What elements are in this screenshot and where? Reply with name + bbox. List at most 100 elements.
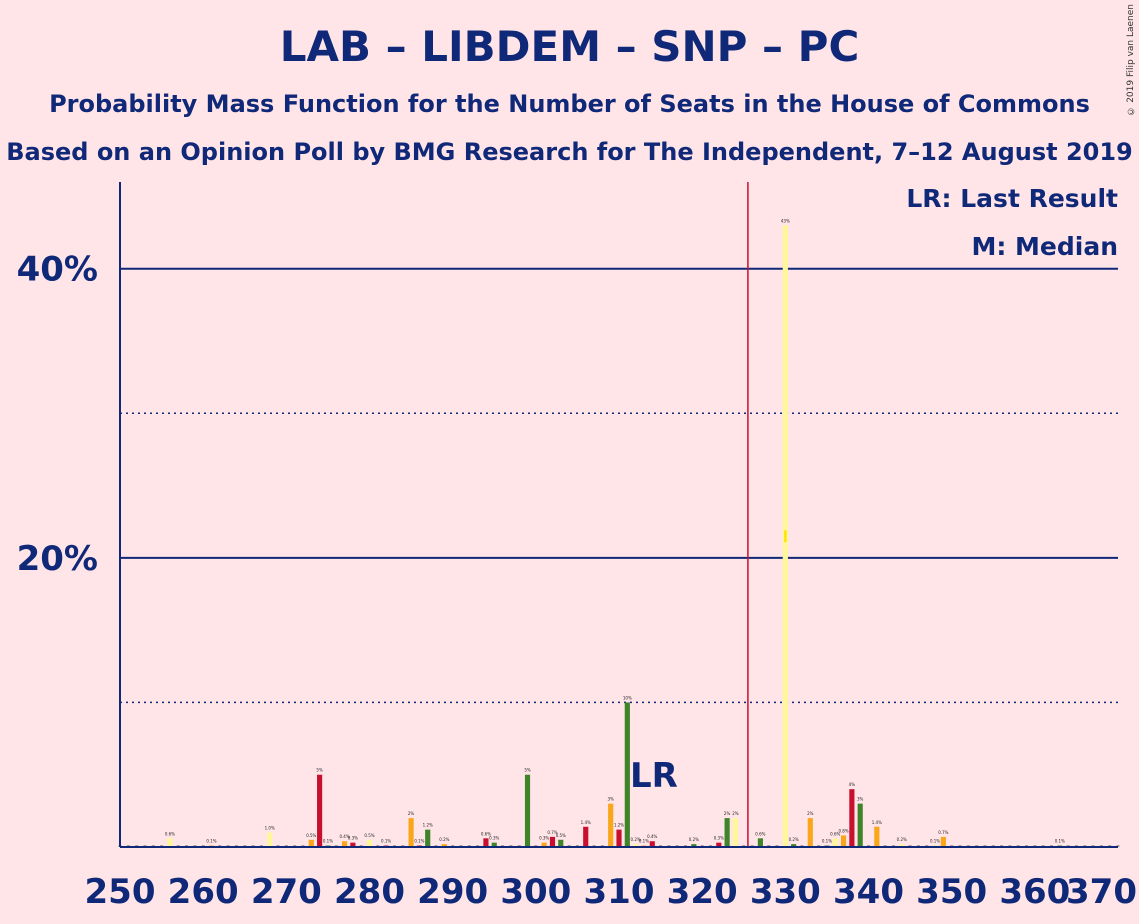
y-tick-label: 20% (17, 539, 98, 579)
bar-label: 0.5% (306, 833, 316, 838)
bar-268 (267, 832, 273, 847)
bar-323 (724, 818, 730, 847)
bar-label: 0.2% (897, 837, 907, 842)
bar-label: 10% (623, 695, 632, 700)
bar-label: 4% (849, 782, 856, 787)
chart-subtitle: Probability Mass Function for the Number… (49, 90, 1090, 118)
x-tick-label: 350 (916, 872, 987, 912)
bar-289 (441, 844, 447, 847)
bar-306 (583, 826, 589, 847)
x-tick-label: 320 (667, 872, 738, 912)
bar-label: 0.6% (830, 831, 840, 836)
bar-274 (317, 774, 323, 847)
bar-label: 1.4% (581, 820, 591, 825)
bar-label: 0.1% (414, 839, 424, 844)
bar-336 (832, 838, 838, 847)
bar-312 (633, 844, 639, 847)
bar-label: 0.4% (339, 834, 349, 839)
bar-label: 0.3% (348, 836, 358, 841)
bar-319 (691, 844, 697, 847)
bar-299 (524, 774, 531, 847)
bar-label: 5% (524, 768, 531, 773)
bar-341 (874, 826, 880, 847)
x-tick-label: 360 (999, 872, 1070, 912)
bar-label: 0.6% (755, 831, 765, 836)
x-tick-label: 290 (417, 872, 488, 912)
bar-label: 0.6% (481, 831, 491, 836)
chart-source: Based on an Opinion Poll by BMG Research… (6, 138, 1133, 166)
bar-337 (840, 835, 847, 847)
x-tick-label: 340 (833, 872, 904, 912)
bar-327 (757, 838, 763, 847)
bar-label: 0.1% (930, 839, 940, 844)
bar-label: 2% (807, 811, 814, 816)
x-tick-label: 280 (334, 872, 405, 912)
bar-294 (483, 838, 489, 847)
bar-label: 0.6% (165, 831, 175, 836)
bar-label: 0.4% (647, 834, 657, 839)
bar-label: 0.8% (838, 828, 848, 833)
x-tick-label: 300 (500, 872, 571, 912)
bar-label: 0.5% (556, 833, 566, 838)
bar-256 (167, 838, 173, 847)
y-tick-label: 40% (17, 250, 98, 290)
bar-309 (608, 803, 614, 847)
x-tick-label: 250 (85, 872, 156, 912)
bar-324 (732, 818, 739, 847)
bar-339 (857, 803, 863, 847)
bar-label: 2% (724, 811, 731, 816)
bar-311 (624, 702, 630, 847)
bar-301 (541, 842, 547, 847)
bar-label: 0.7% (547, 830, 557, 835)
bar-label: 0.3% (489, 836, 499, 841)
bar-label: 0.1% (206, 839, 216, 844)
bar-338 (849, 789, 855, 847)
last-result-label: LR (630, 756, 678, 796)
bar-label: 43% (781, 218, 790, 223)
bar-label: 3% (857, 797, 864, 802)
bar-273 (308, 839, 314, 847)
bar-label: 0.2% (439, 837, 449, 842)
bar-277 (341, 841, 348, 847)
legend-median: M: Median (971, 232, 1118, 261)
x-tick-label: 270 (251, 872, 322, 912)
bar-label: 0.2% (689, 837, 699, 842)
x-tick-label: 370 (1066, 872, 1137, 912)
bar-label: 1.2% (423, 823, 433, 828)
bar-314 (649, 841, 655, 847)
bar-label: 0.2% (789, 837, 799, 842)
bar-label: 3% (608, 797, 615, 802)
bar-331 (791, 844, 797, 847)
bar-344 (899, 844, 905, 847)
bar-278 (350, 842, 356, 847)
bar-349 (940, 836, 946, 847)
bar-333 (807, 818, 813, 847)
bar-label: 0.7% (938, 830, 948, 835)
bar-303 (558, 839, 564, 847)
bar-label: 0.1% (381, 839, 391, 844)
bar-label: 0.1% (323, 839, 333, 844)
x-tick-label: 330 (750, 872, 821, 912)
bar-302 (549, 836, 556, 847)
bar-label: 2% (408, 811, 415, 816)
bar-label: 0.1% (639, 839, 649, 844)
chart-title: LAB – LIBDEM – SNP – PC (279, 22, 860, 71)
bar-label: 5% (316, 768, 323, 773)
bar-label: 0.3% (714, 836, 724, 841)
bar-287 (425, 829, 431, 847)
bar-label: 2% (732, 811, 739, 816)
x-tick-label: 260 (168, 872, 239, 912)
bar-label: 0.1% (1055, 839, 1065, 844)
bar-label: 0.2% (631, 837, 641, 842)
bar-310 (616, 829, 622, 847)
bar-label: 1.0% (265, 826, 275, 831)
bar-label: 1.2% (614, 823, 624, 828)
bar-label: 0.1% (822, 839, 832, 844)
bar-285 (408, 818, 414, 847)
bar-322 (716, 842, 722, 847)
bar-280 (366, 839, 373, 847)
legend-last-result: LR: Last Result (906, 184, 1118, 213)
bar-label: 1.4% (872, 820, 882, 825)
bar-295 (491, 842, 497, 847)
